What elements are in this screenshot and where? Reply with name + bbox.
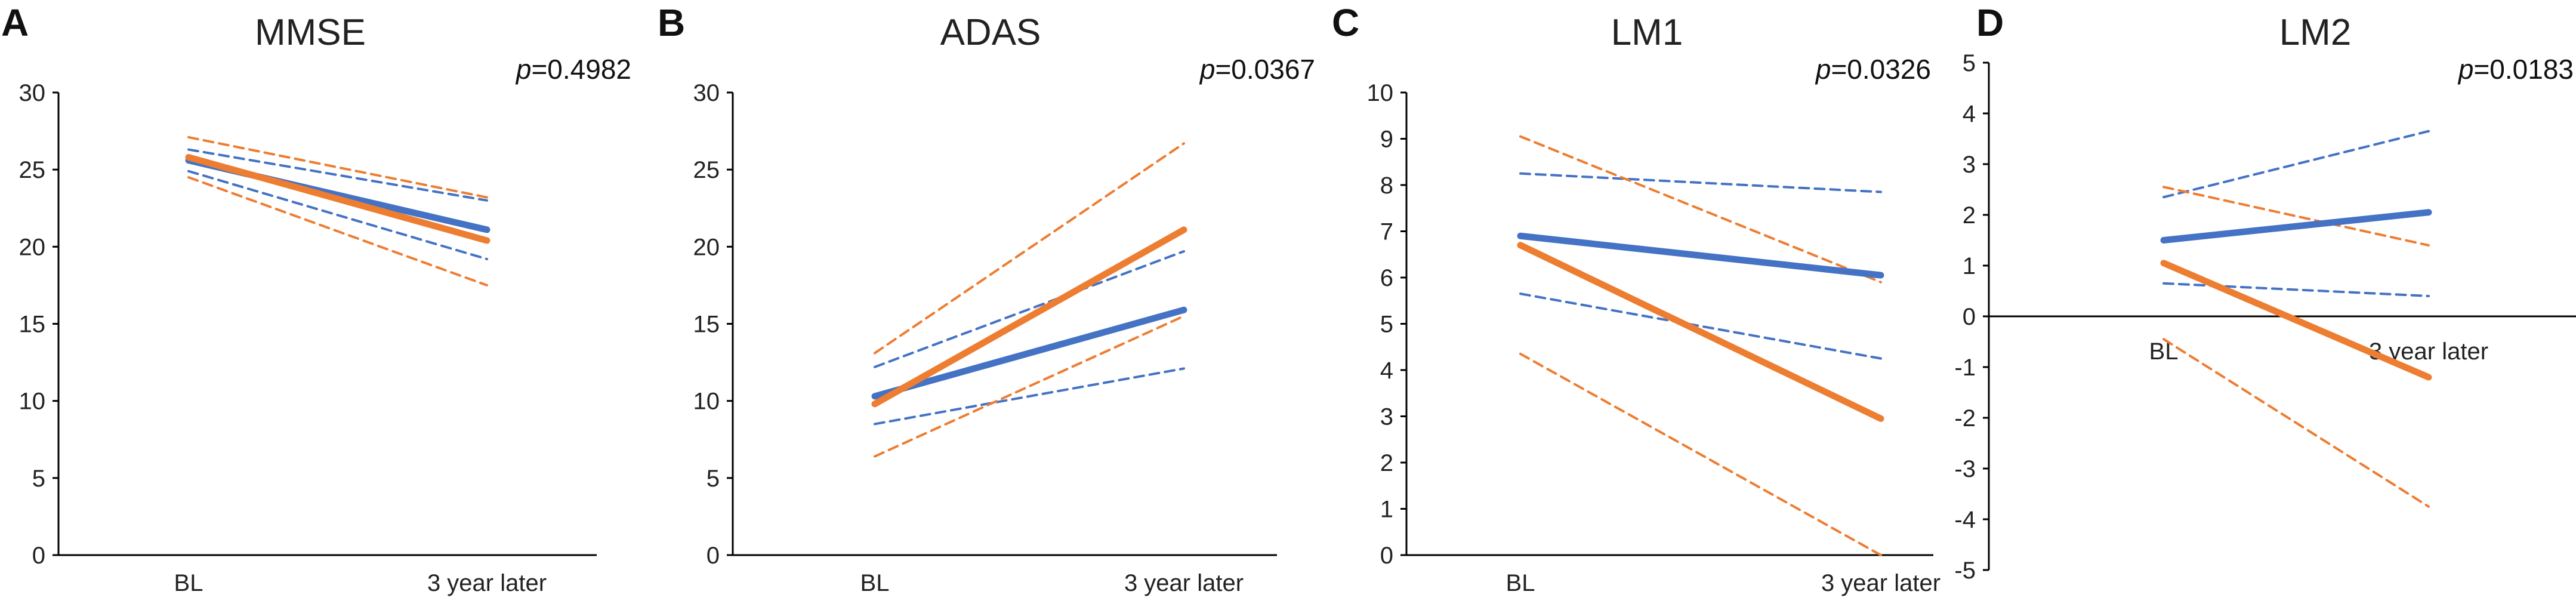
series-line-orange-lower: [187, 176, 488, 286]
y-tick-label: 5: [707, 466, 720, 492]
panel-letter: D: [1976, 1, 2004, 44]
chart-title: ADAS: [940, 12, 1041, 53]
p-symbol: p: [2457, 54, 2474, 85]
y-tick-label: 1: [1380, 497, 1393, 523]
p-value: p=0.4982: [515, 54, 631, 85]
chart-title: LM2: [2279, 12, 2352, 53]
series-line-orange-upper: [2162, 186, 2430, 247]
y-tick-label: 4: [1963, 101, 1976, 127]
panel-a: A MMSE p=0.4982 0 5 10 15 20 25 30 BL 3 year later: [1, 1, 631, 596]
p-number: =0.0326: [1831, 54, 1931, 85]
x-tick-label: BL: [1506, 570, 1535, 596]
y-tick-label: -4: [1954, 507, 1976, 533]
y-tick-label: -5: [1954, 557, 1976, 584]
series-line-orange-lower: [874, 315, 1185, 458]
series-line-orange-mean: [185, 154, 490, 244]
series-line-orange-upper: [1519, 135, 1882, 284]
series-line-orange-mean: [2160, 260, 2432, 381]
y-tick-label: 2: [1963, 202, 1976, 229]
series-line-orange-upper: [187, 135, 488, 199]
panel-letter: C: [1332, 1, 1359, 44]
y-tick-label: 15: [19, 312, 46, 338]
y-tick-label: -1: [1954, 355, 1976, 381]
series-line-orange-upper: [874, 142, 1185, 355]
p-symbol: p: [515, 54, 532, 85]
y-tick-label: 20: [693, 234, 720, 260]
y-tick-label: 1: [1963, 253, 1976, 279]
series-line-blue-mean: [871, 306, 1187, 400]
y-tick-label: 8: [1380, 172, 1393, 199]
panel-c: C LM1 p=0.0326 0 1 2 3 4 5 6 7 8 9 10 BL 3 year later: [1332, 1, 1941, 596]
y-tick-label: 6: [1380, 265, 1393, 291]
chart-title: MMSE: [255, 12, 366, 53]
panel-b: B ADAS p=0.0367 0 5 10 15 20 25 30 BL 3 year later: [658, 1, 1315, 596]
y-tick-label: 0: [1963, 304, 1976, 330]
y-tick-label: 7: [1380, 219, 1393, 245]
y-tick-label: 4: [1380, 358, 1393, 384]
y-tick-label: 9: [1380, 127, 1393, 153]
y-tick-label: 3: [1963, 152, 1976, 178]
series-line-blue-lower: [874, 367, 1185, 426]
y-tick-label: 15: [693, 312, 720, 338]
x-tick-label: BL: [860, 570, 890, 596]
p-number: =0.0367: [1215, 54, 1315, 85]
series-line-orange-mean: [871, 226, 1187, 408]
panel-letter: B: [658, 1, 685, 44]
p-value: p=0.0326: [1815, 54, 1931, 85]
series-line-blue-lower: [187, 170, 488, 260]
y-tick-label: 3: [1380, 404, 1393, 430]
y-tick-label: 25: [693, 157, 720, 183]
series-line-blue-mean: [2160, 209, 2432, 244]
y-tick-label: 2: [1380, 450, 1393, 476]
y-tick-label: 5: [1963, 50, 1976, 76]
x-tick-label: 3 year later: [427, 570, 547, 596]
series-line-orange-mean: [1517, 242, 1884, 422]
y-tick-label: 10: [19, 389, 46, 415]
series-line-blue-upper: [874, 250, 1185, 368]
y-tick-label: 0: [707, 543, 720, 569]
series-line-blue-lower: [2162, 282, 2430, 297]
y-tick-label: 10: [693, 389, 720, 415]
p-value: p=0.0367: [1199, 54, 1315, 85]
p-number: =0.4982: [531, 54, 631, 85]
y-tick-label: 20: [19, 234, 46, 260]
panel-letter: A: [1, 1, 29, 44]
y-tick-label: 5: [32, 466, 45, 492]
y-tick-label: -3: [1954, 456, 1976, 482]
y-tick-label: 0: [32, 543, 45, 569]
y-tick-label: 30: [693, 80, 720, 106]
p-value: p=0.0183: [2457, 54, 2574, 85]
p-number: =0.0183: [2473, 54, 2574, 85]
x-tick-label: 3 year later: [1124, 570, 1244, 596]
x-tick-label: 3 year later: [1821, 570, 1941, 596]
x-tick-label: BL: [174, 570, 203, 596]
series-line-blue-lower: [1519, 292, 1882, 360]
series-line-orange-lower: [1519, 352, 1882, 556]
y-tick-label: 5: [1380, 312, 1393, 338]
p-symbol: p: [1815, 54, 1831, 85]
series-line-blue-upper: [187, 148, 488, 202]
p-symbol: p: [1199, 54, 1215, 85]
y-tick-label: 30: [19, 80, 46, 106]
y-tick-label: 25: [19, 157, 46, 183]
chart-title: LM1: [1611, 12, 1683, 53]
x-tick-label: BL: [2149, 338, 2179, 365]
y-tick-label: 0: [1380, 543, 1393, 569]
y-tick-label: -2: [1954, 405, 1976, 432]
y-tick-label: 10: [1367, 80, 1394, 106]
series-line-blue-mean: [1517, 232, 1884, 279]
series-line-blue-upper: [2162, 130, 2430, 199]
series-line-orange-lower: [2162, 338, 2430, 508]
series-line-blue-upper: [1519, 172, 1882, 193]
